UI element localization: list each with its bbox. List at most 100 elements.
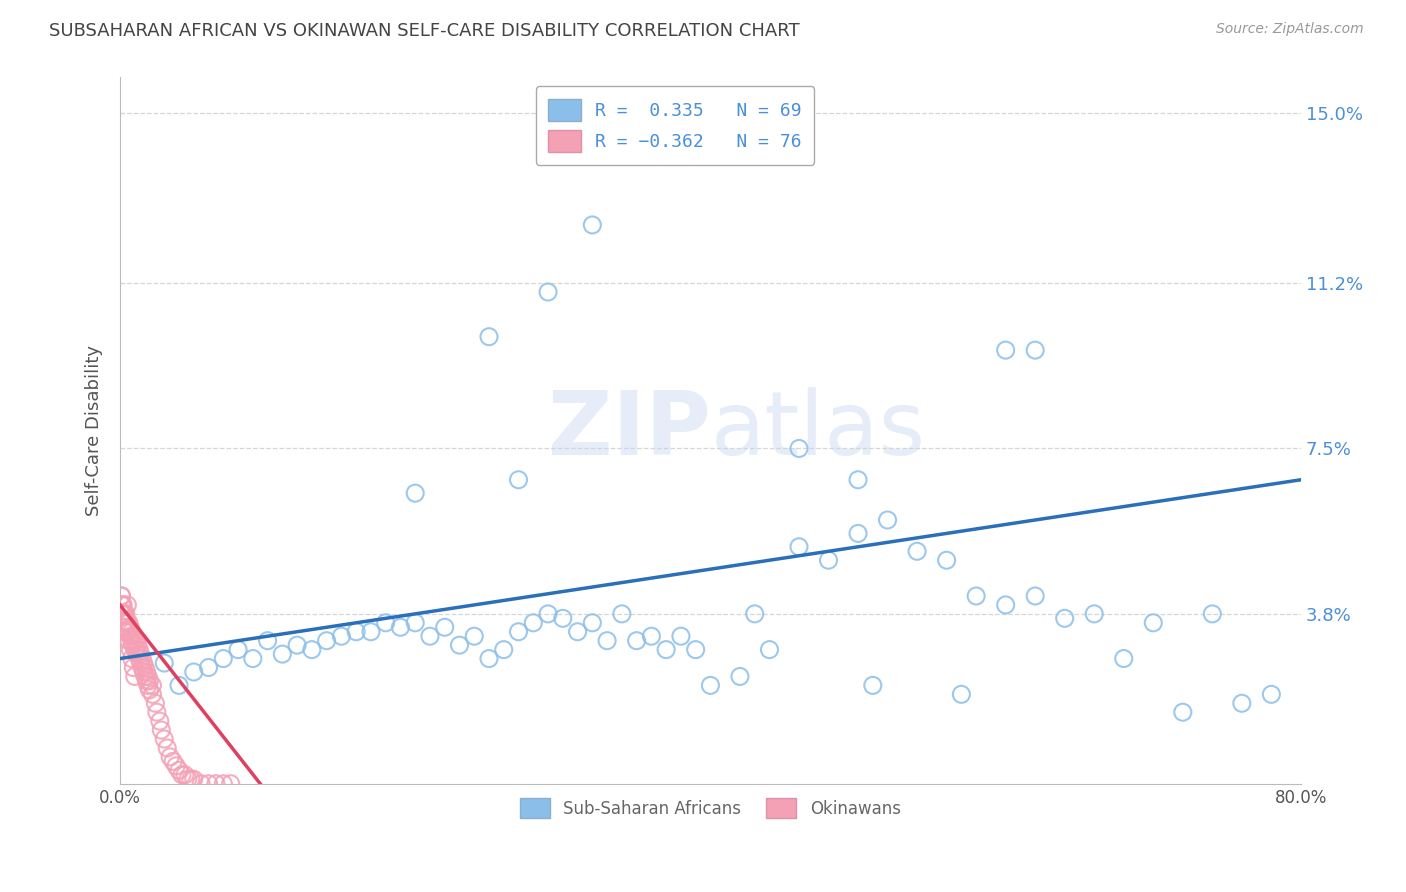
Point <box>127 638 149 652</box>
Point <box>134 669 156 683</box>
Point <box>129 647 152 661</box>
Point <box>463 629 485 643</box>
Point <box>122 660 145 674</box>
Point <box>212 651 235 665</box>
Point <box>121 651 143 665</box>
Point <box>219 777 242 791</box>
Point <box>112 607 135 621</box>
Point <box>165 759 187 773</box>
Point <box>212 777 235 791</box>
Point <box>1024 589 1046 603</box>
Point <box>124 633 146 648</box>
Point <box>128 651 150 665</box>
Point <box>876 513 898 527</box>
Point <box>374 615 396 630</box>
Point <box>1024 343 1046 358</box>
Point <box>110 607 132 621</box>
Point <box>149 714 172 728</box>
Point <box>125 642 148 657</box>
Point <box>817 553 839 567</box>
Point <box>120 629 142 643</box>
Point <box>419 629 441 643</box>
Point <box>131 660 153 674</box>
Point <box>134 660 156 674</box>
Point <box>285 638 308 652</box>
Point <box>136 669 159 683</box>
Point <box>1053 611 1076 625</box>
Point <box>950 687 973 701</box>
Point <box>478 329 501 343</box>
Point <box>180 772 202 787</box>
Point <box>1230 696 1253 710</box>
Point <box>994 598 1017 612</box>
Point <box>115 607 138 621</box>
Point <box>758 642 780 657</box>
Point <box>862 678 884 692</box>
Point <box>170 768 193 782</box>
Point <box>141 678 163 692</box>
Point <box>492 642 515 657</box>
Point <box>183 772 205 787</box>
Point <box>787 540 810 554</box>
Point <box>135 665 157 679</box>
Point <box>122 629 145 643</box>
Point <box>596 633 619 648</box>
Point <box>197 777 219 791</box>
Point <box>190 777 212 791</box>
Point <box>115 615 138 630</box>
Point <box>522 615 544 630</box>
Point <box>256 633 278 648</box>
Point <box>344 624 367 639</box>
Point <box>153 656 176 670</box>
Point <box>242 651 264 665</box>
Point <box>389 620 412 634</box>
Point <box>1083 607 1105 621</box>
Point <box>271 647 294 661</box>
Point <box>1201 607 1223 621</box>
Point <box>128 642 150 657</box>
Point <box>744 607 766 621</box>
Point <box>117 598 139 612</box>
Point <box>728 669 751 683</box>
Point <box>111 598 134 612</box>
Point <box>640 629 662 643</box>
Point <box>121 633 143 648</box>
Point <box>174 768 197 782</box>
Point <box>478 651 501 665</box>
Point <box>567 624 589 639</box>
Point <box>846 473 869 487</box>
Point <box>156 741 179 756</box>
Point <box>131 651 153 665</box>
Point <box>127 647 149 661</box>
Point <box>145 696 167 710</box>
Point <box>360 624 382 639</box>
Text: SUBSAHARAN AFRICAN VS OKINAWAN SELF-CARE DISABILITY CORRELATION CHART: SUBSAHARAN AFRICAN VS OKINAWAN SELF-CARE… <box>49 22 800 40</box>
Point <box>581 615 603 630</box>
Point <box>581 218 603 232</box>
Point <box>124 642 146 657</box>
Point <box>112 624 135 639</box>
Point <box>146 705 169 719</box>
Point <box>994 343 1017 358</box>
Legend: Sub-Saharan Africans, Okinawans: Sub-Saharan Africans, Okinawans <box>513 791 907 825</box>
Point <box>965 589 987 603</box>
Point <box>136 678 159 692</box>
Point <box>118 615 141 630</box>
Point <box>138 673 160 688</box>
Point <box>121 624 143 639</box>
Point <box>183 665 205 679</box>
Point <box>125 633 148 648</box>
Point <box>120 620 142 634</box>
Point <box>177 772 200 787</box>
Point <box>404 615 426 630</box>
Point <box>197 660 219 674</box>
Point <box>685 642 707 657</box>
Point <box>905 544 928 558</box>
Point <box>110 589 132 603</box>
Point <box>537 607 560 621</box>
Point <box>117 615 139 630</box>
Point <box>205 777 228 791</box>
Point <box>150 723 173 737</box>
Point <box>315 633 337 648</box>
Point <box>122 638 145 652</box>
